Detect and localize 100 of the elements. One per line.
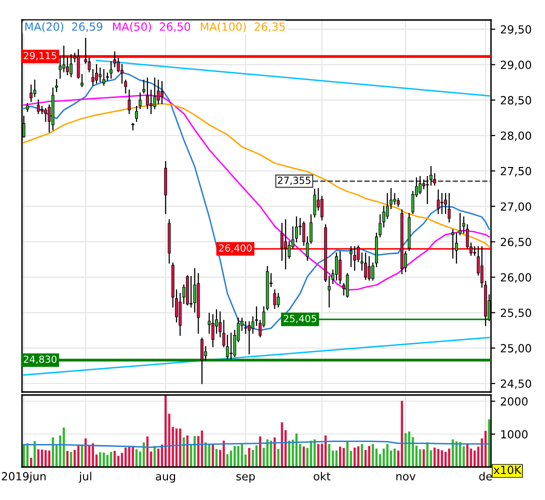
- bar: [102, 452, 105, 467]
- bar: [419, 449, 422, 467]
- bar: [154, 446, 156, 467]
- bar: [48, 450, 50, 467]
- candlestick: [248, 321, 251, 354]
- bar: [354, 448, 356, 467]
- x-tick-label: 2019jun: [2, 472, 46, 483]
- text: x10K: [494, 466, 522, 474]
- bar: [44, 450, 47, 467]
- bar: [302, 446, 305, 467]
- bar: [437, 448, 440, 467]
- candlestick: [36, 100, 40, 114]
- bar: [474, 450, 476, 467]
- bar: [372, 444, 374, 467]
- y-tick-label: 28,00: [500, 131, 532, 142]
- candlestick: [102, 69, 106, 86]
- bar: [422, 449, 425, 467]
- candlestick: [98, 68, 102, 82]
- bar: [62, 428, 65, 467]
- bar: [99, 452, 102, 467]
- candlestick: [448, 193, 451, 222]
- y-tick-label: 28,50: [500, 96, 532, 106]
- bar: [124, 448, 127, 467]
- bar: [368, 446, 370, 467]
- bar: [342, 448, 345, 467]
- bar: [335, 450, 338, 467]
- bar: [234, 446, 236, 467]
- candlestick: [160, 81, 164, 104]
- ref-line-label: 24,830: [24, 356, 56, 364]
- bar: [314, 439, 316, 467]
- bar: [37, 449, 40, 467]
- y-tick-label: 26,00: [500, 273, 532, 283]
- x-tick-label: aug: [156, 474, 176, 483]
- candlestick: [368, 256, 371, 281]
- bar: [360, 444, 364, 467]
- bar: [452, 439, 454, 467]
- y-tick-label: 25,00: [500, 344, 532, 354]
- candlestick: [353, 246, 356, 271]
- y-tick-label: 24,50: [500, 379, 532, 390]
- bar: [448, 448, 450, 467]
- candlestick: [128, 90, 131, 114]
- bar: [277, 448, 280, 467]
- bar: [357, 446, 360, 467]
- bar: [339, 446, 342, 467]
- candlestick: [350, 246, 352, 268]
- candlestick: [335, 252, 338, 281]
- candlestick: [70, 54, 73, 78]
- ref-line-label: 26,400: [219, 244, 252, 253]
- bar: [346, 442, 348, 467]
- candlestick: [200, 338, 204, 384]
- ref-line-label: 27,355: [278, 176, 310, 186]
- x-tick-label: okt: [314, 472, 330, 480]
- candlestick: [230, 332, 233, 360]
- bar: [440, 450, 444, 467]
- bar: [328, 444, 330, 467]
- candlestick: [284, 219, 288, 270]
- bar: [488, 419, 490, 467]
- candlestick: [138, 92, 142, 110]
- x-tick-label: jul: [78, 472, 92, 483]
- bar: [408, 431, 410, 467]
- candlestick: [455, 232, 458, 264]
- candlestick: [273, 289, 276, 309]
- ref-line-label: 25,405: [284, 314, 316, 324]
- candlestick: [110, 61, 113, 79]
- text: MA(100) 26,35: [200, 22, 285, 32]
- y-tick-label: 26,50: [500, 238, 532, 248]
- bar: [248, 448, 250, 467]
- y-tick-label: 1000: [501, 430, 528, 439]
- bar: [237, 446, 240, 467]
- bar: [142, 442, 145, 467]
- candlestick: [95, 64, 98, 84]
- candlestick: [276, 292, 280, 308]
- candlestick: [338, 251, 342, 284]
- x-tick-label: nov: [396, 474, 416, 480]
- y-tick-label: 27,00: [500, 202, 532, 212]
- candlestick: [244, 321, 248, 334]
- x-tick-label: sep: [236, 474, 255, 483]
- bar: [157, 448, 160, 467]
- candlestick: [135, 106, 138, 122]
- bar: [434, 448, 436, 467]
- candlestick: [55, 78, 58, 92]
- bar: [182, 437, 185, 467]
- candlestick: [422, 180, 426, 190]
- bar: [128, 446, 130, 467]
- bar: [462, 446, 465, 467]
- bar: [22, 444, 25, 467]
- bar: [34, 441, 36, 467]
- bar: [288, 440, 290, 467]
- y-tick-label: 2000: [500, 397, 528, 406]
- bar: [74, 450, 76, 467]
- bar: [317, 444, 320, 467]
- bar: [222, 440, 225, 467]
- bar: [386, 444, 388, 467]
- y-tick-label: 29,50: [500, 25, 532, 35]
- bar: [274, 437, 276, 467]
- bar: [208, 444, 210, 467]
- ref-line-label: 29,115: [24, 52, 56, 60]
- candlestick: [58, 56, 62, 79]
- candlestick: [418, 176, 422, 194]
- y-tick-label: 29,00: [500, 60, 532, 70]
